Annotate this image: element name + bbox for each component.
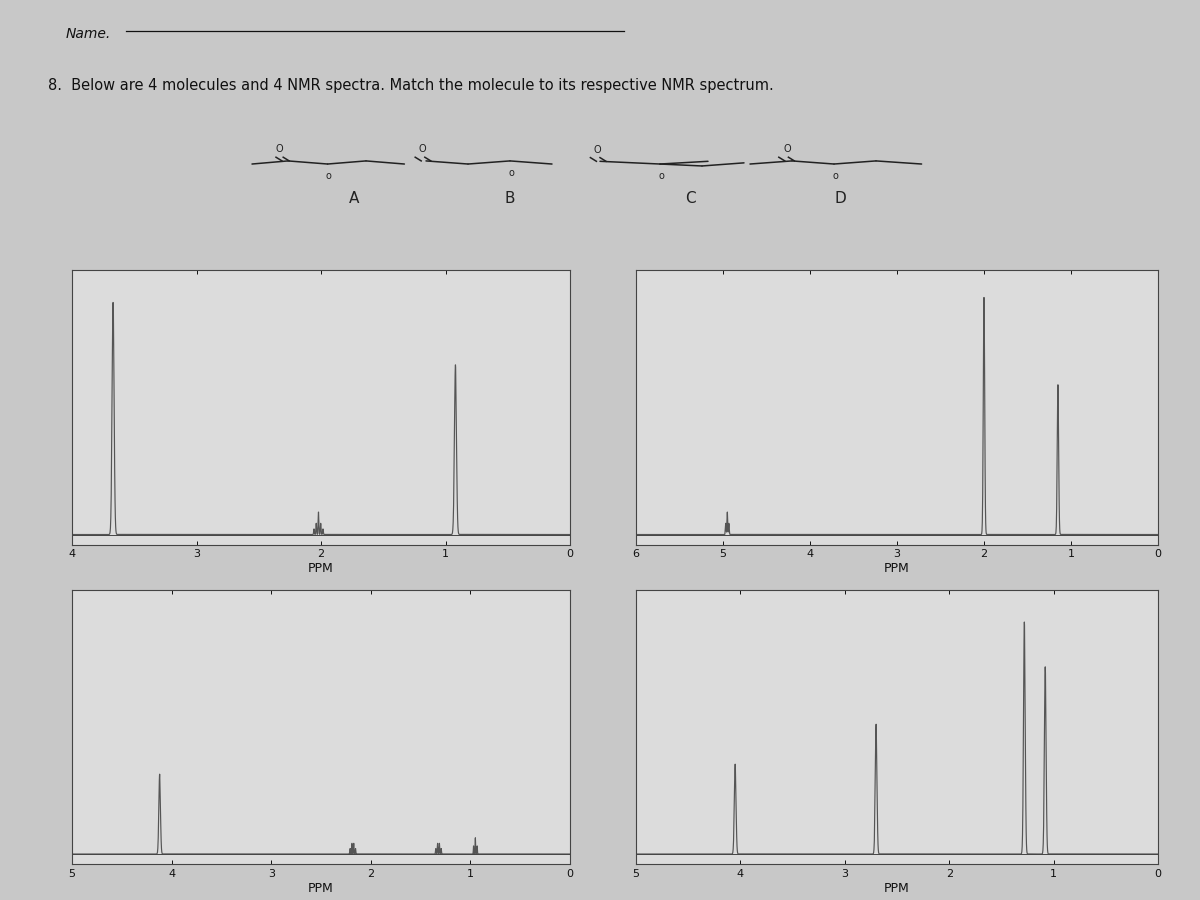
X-axis label: PPM: PPM [884,562,910,575]
Text: O: O [276,144,283,154]
Text: o: o [833,171,838,181]
Text: O: O [419,144,426,154]
Text: o: o [326,171,331,181]
Text: D: D [834,191,846,206]
Text: o: o [509,167,514,177]
X-axis label: PPM: PPM [308,882,334,895]
Text: C: C [685,191,695,206]
Text: O: O [784,144,791,154]
Text: O: O [594,145,601,155]
Text: Name.: Name. [66,27,112,41]
Text: A: A [349,191,359,206]
X-axis label: PPM: PPM [308,562,334,575]
Text: B: B [505,191,515,206]
X-axis label: PPM: PPM [884,882,910,895]
Text: o: o [659,171,664,181]
Text: 8.  Below are 4 molecules and 4 NMR spectra. Match the molecule to its respectiv: 8. Below are 4 molecules and 4 NMR spect… [48,78,774,94]
